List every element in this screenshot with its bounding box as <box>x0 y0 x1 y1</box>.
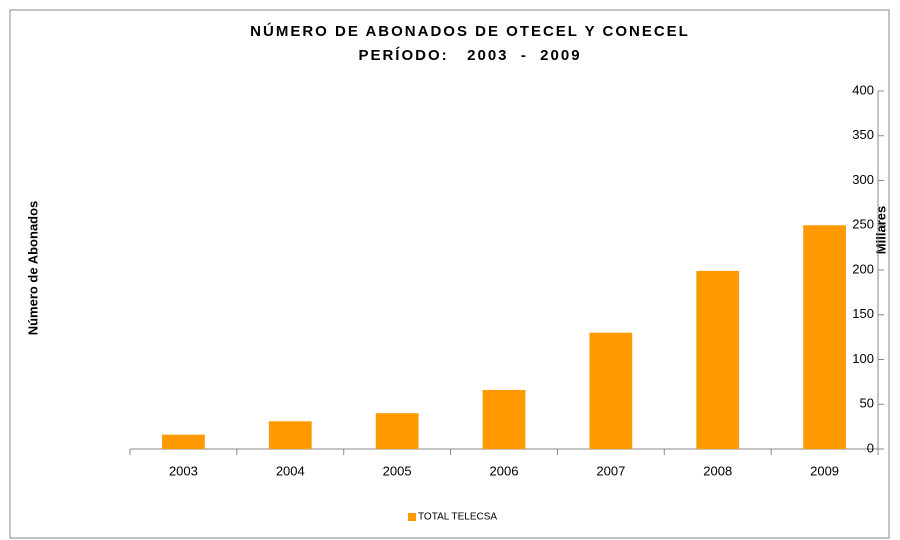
chart-frame <box>9 9 890 539</box>
y-tick-label: 300 <box>852 172 874 187</box>
x-tick-label: 2009 <box>810 463 839 478</box>
bar <box>375 413 419 449</box>
x-tick-label: 2006 <box>490 463 519 478</box>
y-tick-label: 350 <box>852 127 874 142</box>
x-tick-label: 2008 <box>703 463 732 478</box>
bar <box>268 421 312 449</box>
x-tick-label: 2007 <box>596 463 625 478</box>
bar <box>162 434 205 449</box>
bar <box>482 389 526 449</box>
bar <box>803 225 846 449</box>
legend-swatch <box>408 513 416 521</box>
y-tick-label: 100 <box>852 351 874 366</box>
x-tick-label: 2003 <box>169 463 198 478</box>
y-tick-label: 400 <box>852 82 874 97</box>
y-axis-title: Número de Abonados <box>25 201 40 336</box>
x-tick-label: 2005 <box>383 463 412 478</box>
legend-label: TOTAL TELECSA <box>418 512 497 523</box>
x-tick-label: 2004 <box>276 463 305 478</box>
bar <box>589 332 633 449</box>
chart-title: NÚMERO DE ABONADOS DE OTECEL Y CONECEL <box>250 22 690 40</box>
y-tick-label: 50 <box>860 396 874 411</box>
bar <box>696 270 740 449</box>
y-tick-label: 200 <box>852 261 874 276</box>
y-unit-label: Millares <box>873 206 888 254</box>
chart-subtitle: PERÍODO: 2003 - 2009 <box>358 47 581 64</box>
y-tick-label: 250 <box>852 217 874 232</box>
y-tick-label: 150 <box>852 306 874 321</box>
y-tick-label: 0 <box>867 440 874 455</box>
